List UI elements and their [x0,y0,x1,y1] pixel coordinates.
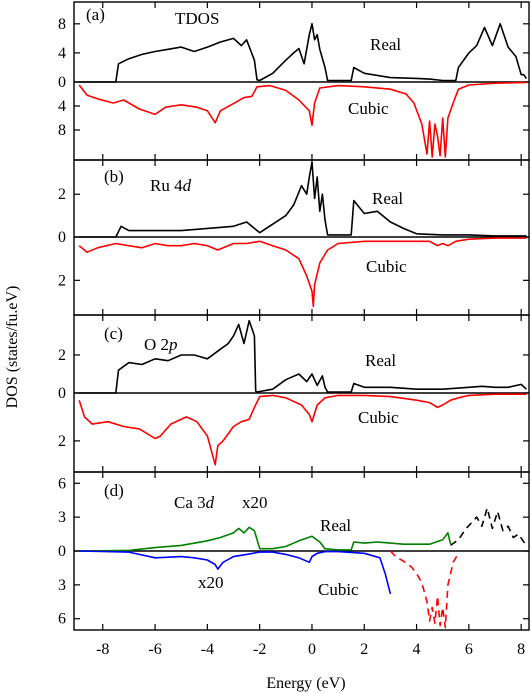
panel-label: (b) [104,167,124,186]
series-cubic-line [79,550,392,595]
series-group [78,161,527,308]
y-tick-label: 2 [58,433,66,450]
real-label: Real [365,351,396,370]
y-tick-label: 3 [58,577,66,594]
cubic-scale-label: x20 [198,573,224,592]
y-tick-label: 6 [58,475,66,492]
panel-0: 8 4 0 4 8 (a) TDOS Real Cubic [58,1,530,161]
x-tick-label: 0 [308,641,316,658]
x-tick-label: -4 [201,641,214,658]
x-tick-labels: -8 -6 -4 -2 0 2 4 6 8 [96,641,525,658]
cubic-label: Cubic [348,99,389,118]
series-real-line [450,507,527,547]
panel-title-orbital: d [206,493,215,512]
x-tick-label: 6 [465,641,473,658]
x-tick-label: -8 [96,641,109,658]
series-real-line [79,22,528,83]
panel-3: 6 3 0 3 6 (d) Ca 3d Real Cubic x20 x20 [58,471,530,631]
series-real-line [79,161,527,238]
x-tick-label: 4 [413,641,421,658]
cubic-label: Cubic [318,580,359,599]
series-group [79,507,527,629]
series-cubic-line [389,550,460,629]
real-label: Real [372,189,403,208]
y-tick-label: 6 [58,611,66,628]
series-cubic-line [78,81,527,158]
y-tick-label: 2 [58,272,66,289]
y-tick-label: 0 [58,74,66,91]
y-tick-label: 3 [58,509,66,526]
panel-label: (a) [86,5,105,24]
y-tick-label: 2 [58,186,66,203]
real-label: Real [320,516,351,535]
y-tick-label: 8 [58,122,66,139]
x-tick-label: 8 [517,641,525,658]
y-tick-label: 0 [58,543,66,560]
panel-title-orbital: d [183,176,192,195]
series-cubic-line [78,393,527,466]
series-real-line [79,526,452,552]
cubic-label: Cubic [358,408,399,427]
cubic-label: Cubic [366,257,407,276]
panel-title: O 2p [144,335,178,354]
series-real-line [79,319,527,394]
y-tick-label: 0 [58,229,66,246]
series-cubic-line [78,237,527,308]
x-tick-label: 2 [360,641,368,658]
real-label: Real [370,35,401,54]
y-tick-label: 2 [58,347,66,364]
series-group [78,22,528,158]
series-group [78,319,527,466]
panel-title: Ru 4d [150,176,192,195]
y-tick-label: 8 [58,16,66,33]
y-tick-label: 0 [58,385,66,402]
x-axis-title: Energy (eV) [266,675,345,692]
y-axis-title: DOS (states/fu.eV) [4,286,21,409]
x-tick-label: -2 [253,641,266,658]
panel-2: 2 0 2 (c) O 2p Real Cubic [58,314,530,473]
panel-1: 2 0 2 (b) Ru 4d Real Cubic [58,159,530,316]
panels-layer: 8 4 0 4 8 (a) TDOS Real Cubic 2 0 2 (b) Ru 4d Real Cubi… [58,1,530,631]
panel-label: (c) [104,324,123,343]
x-tick-label: -6 [148,641,161,658]
panel-title-orbital: p [168,335,178,354]
y-tick-label: 4 [58,45,66,62]
panel-frame [73,1,530,161]
y-tick-label: 4 [58,98,66,115]
panel-label: (d) [104,481,124,500]
panel-title: Ca 3d [174,493,215,512]
panel-title: TDOS [175,9,219,28]
real-scale-label: x20 [242,493,268,512]
